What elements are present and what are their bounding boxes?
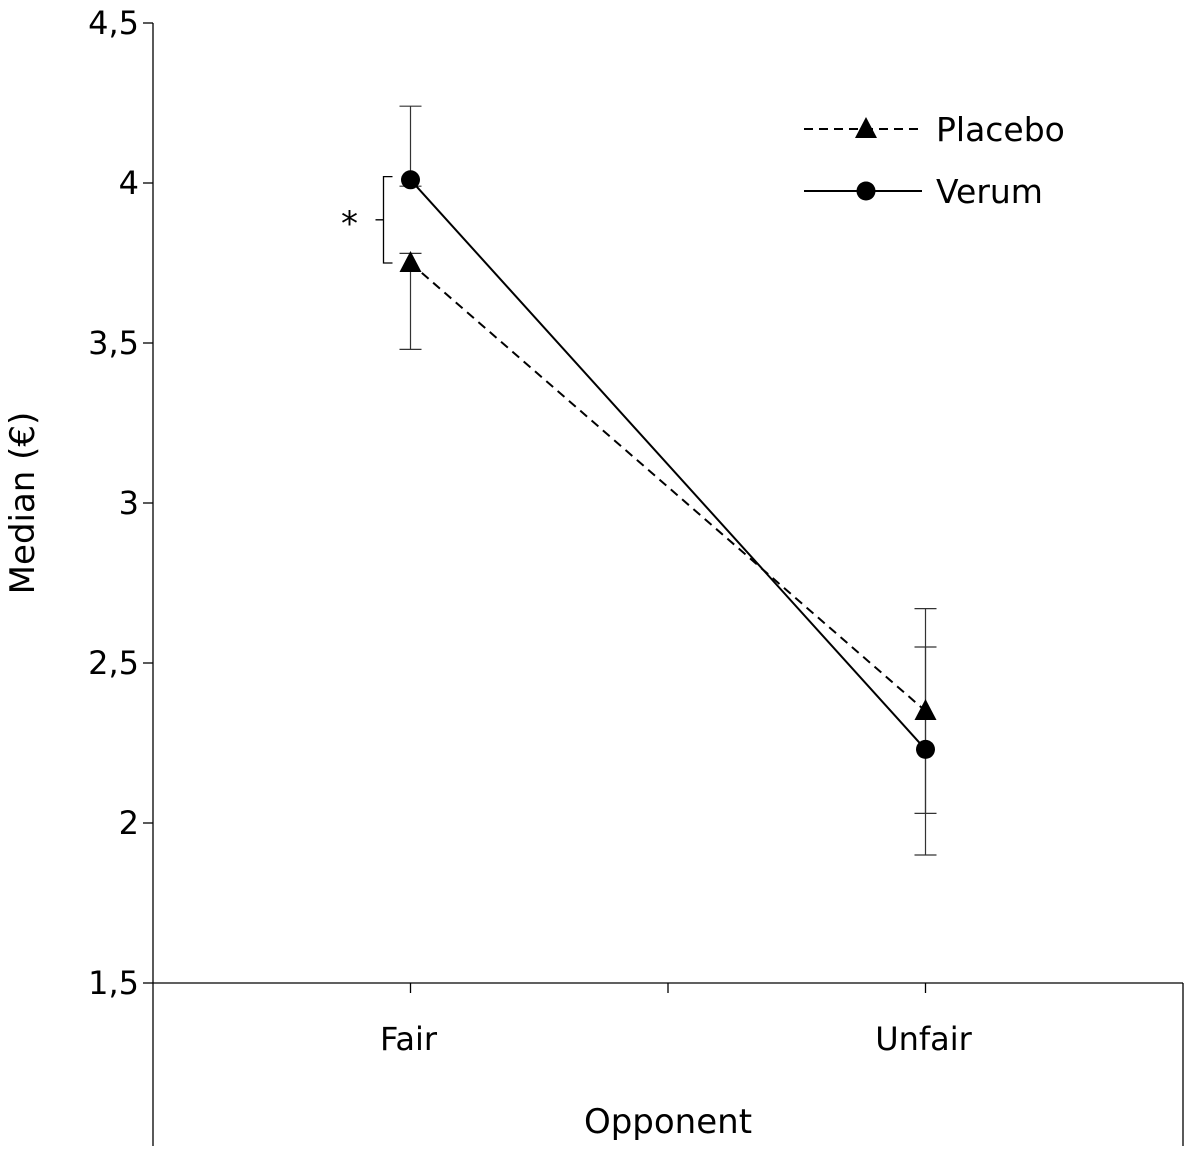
data-point-verum xyxy=(401,170,420,190)
x-category-labels: Fair Unfair xyxy=(380,1020,973,1058)
y-tick-label: 2 xyxy=(119,804,139,842)
series-line-placebo xyxy=(409,262,927,712)
y-tick-label: 2,5 xyxy=(88,644,139,682)
y-tick-label: 3,5 xyxy=(88,324,139,362)
legend-label-verum: Verum xyxy=(936,172,1043,211)
significance-bracket xyxy=(375,175,393,264)
legend-marker-placebo xyxy=(855,117,877,138)
legend-label-placebo: Placebo xyxy=(936,110,1065,149)
significance-annotation: * xyxy=(341,175,393,264)
legend-marker-verum xyxy=(856,181,876,201)
y-axis-label: Median (€) xyxy=(3,412,43,595)
significance-star: * xyxy=(341,204,358,244)
data-point-verum xyxy=(916,739,935,759)
y-tick-label: 3 xyxy=(119,484,139,522)
legend: Placebo Verum xyxy=(804,110,1065,211)
y-tick-label: 4,5 xyxy=(88,4,139,42)
series-lines xyxy=(409,179,927,751)
x-axis-label: Opponent xyxy=(584,1102,752,1142)
x-category-label: Fair xyxy=(380,1020,438,1058)
x-category-label: Unfair xyxy=(875,1020,972,1058)
axes xyxy=(143,22,1184,1146)
data-point-placebo xyxy=(399,251,422,272)
y-tick-label: 1,5 xyxy=(88,964,139,1002)
data-point-placebo xyxy=(914,699,937,720)
series-markers xyxy=(399,170,937,759)
y-tick-labels: 1,5 2 2,5 3 3,5 4 4,5 xyxy=(88,4,139,1002)
series-line-verum xyxy=(409,179,927,751)
error-bars xyxy=(399,105,937,856)
y-tick-label: 4 xyxy=(119,164,139,202)
